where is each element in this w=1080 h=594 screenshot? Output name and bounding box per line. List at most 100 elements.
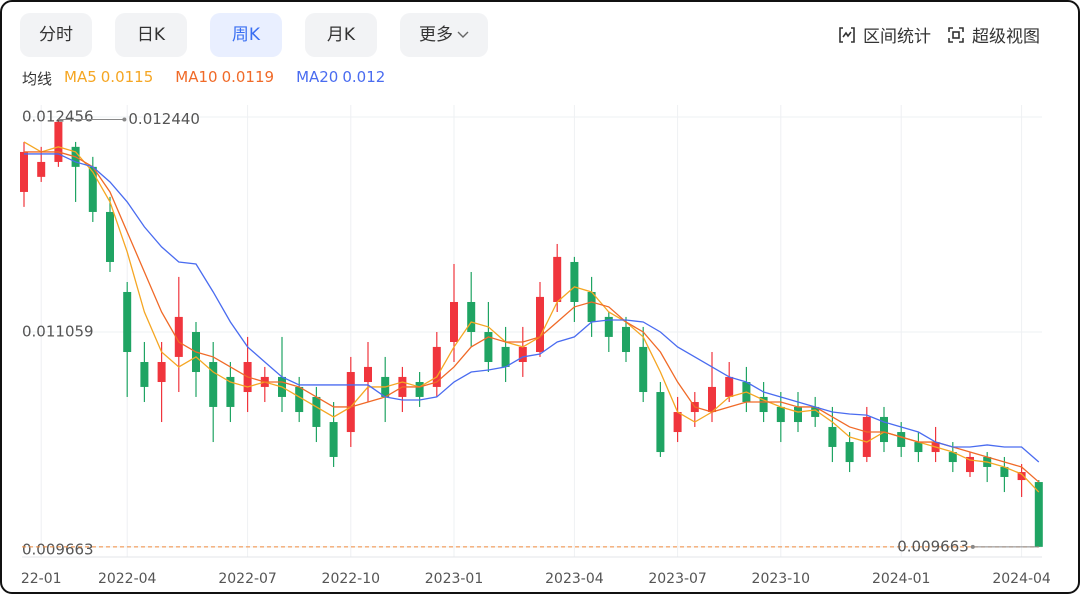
tab-label: 日K	[136, 25, 166, 45]
candle-body	[484, 332, 493, 363]
candle-body	[828, 426, 837, 447]
candle-body	[450, 301, 458, 343]
candle-body	[587, 291, 596, 322]
candle-body	[329, 422, 338, 457]
candle-body	[948, 452, 957, 463]
ma-line	[24, 153, 1040, 463]
candle-body	[776, 406, 785, 423]
candle-body	[725, 376, 734, 397]
period-tabs: 分时 日K 周K 月K 更多	[20, 13, 488, 57]
candle-body	[157, 362, 166, 383]
candle-body	[622, 326, 630, 353]
candle-body	[295, 386, 304, 413]
tool-label: 超级视图	[972, 27, 1040, 47]
legend: 均线 MA5 0.0115 MA10 0.0119 MA20 0.012	[22, 68, 407, 89]
range-icon	[839, 26, 855, 43]
chevron	[457, 31, 469, 38]
x-tick-label: 2023-01	[425, 571, 484, 587]
candle-body	[346, 372, 355, 433]
y-tick-label: 0.012456	[22, 108, 94, 126]
candle-body	[966, 456, 974, 473]
candle-body	[37, 161, 46, 177]
x-tick-label: 2023-04	[545, 571, 604, 587]
candle-body	[1017, 472, 1026, 481]
candle-body	[364, 366, 372, 383]
candle-body	[553, 256, 562, 302]
x-tick-label: 22-01	[21, 571, 62, 587]
candle-body	[20, 151, 28, 192]
ma-line	[24, 151, 1040, 483]
min-label: 0.009663	[897, 537, 969, 555]
ma-line	[23, 141, 1040, 493]
legend-item: MA20 0.012	[296, 68, 389, 89]
tab-label: 分时	[39, 25, 73, 45]
min-dot	[970, 544, 975, 549]
legend-item: MA5 0.0115	[64, 68, 157, 89]
candle-body	[1034, 482, 1043, 547]
period-tab[interactable]: 分时	[20, 13, 92, 57]
x-tick-label: 2023-07	[648, 571, 707, 587]
candle-body	[811, 406, 820, 417]
candle-body	[140, 362, 149, 387]
candle-body	[518, 346, 527, 363]
candle-body	[226, 376, 235, 407]
candle-body	[862, 416, 871, 457]
legend-name: MA20	[296, 68, 339, 86]
period-tab[interactable]: 更多	[400, 13, 488, 57]
legend-value: 0.0115	[100, 68, 154, 86]
x-tick-label: 2022-04	[98, 571, 157, 587]
candle-body	[708, 386, 716, 413]
period-tab[interactable]: 月K	[305, 13, 377, 57]
tab-label: 更多	[419, 25, 453, 45]
y-tick-label: 0.009663	[22, 540, 94, 558]
candle-body	[432, 346, 441, 387]
tab-label: 周K	[231, 25, 261, 45]
candle-body	[794, 406, 802, 423]
period-tab[interactable]: 日K	[115, 13, 187, 57]
y-tick-label: 0.011059	[22, 323, 94, 341]
candle-body	[312, 396, 321, 427]
tab-label: 月K	[326, 25, 356, 45]
x-tick-label: 2022-10	[322, 571, 381, 587]
candle-body	[914, 442, 923, 453]
candle-body	[106, 211, 114, 262]
candle-body	[123, 291, 132, 353]
legend-value: 0.012	[342, 68, 386, 86]
candle-body	[880, 416, 888, 443]
candle-body	[415, 382, 424, 397]
candle-body	[536, 296, 544, 353]
candle-body	[209, 362, 218, 407]
candle-body	[759, 396, 768, 413]
candle-body	[897, 432, 906, 447]
legend-name: MA5	[64, 68, 97, 86]
candle-body	[673, 412, 682, 433]
tool-label: 区间统计	[863, 27, 931, 47]
candle-body	[656, 392, 665, 453]
legend-item: MA10 0.0119	[175, 68, 278, 89]
super-view-button[interactable]: 超级视图	[947, 22, 1040, 47]
candle-body	[639, 346, 648, 393]
max-label: 0.012440	[128, 110, 200, 128]
candle-body	[570, 261, 579, 302]
legend-value: 0.0119	[221, 68, 275, 86]
candle-body	[54, 121, 63, 162]
candle-body	[174, 316, 183, 357]
candle-body	[1000, 466, 1009, 477]
legend-title: 均线	[22, 70, 53, 88]
candle-body	[88, 166, 97, 212]
range-stats-button[interactable]: 区间统计	[838, 22, 931, 47]
period-tab[interactable]: 周K	[210, 13, 282, 57]
candle-body	[845, 442, 854, 463]
x-tick-label: 2023-10	[752, 571, 811, 587]
view-icon	[948, 26, 964, 43]
candle-body	[604, 316, 613, 337]
x-tick-label: 2024-01	[872, 571, 931, 587]
x-tick-label: 2022-07	[218, 571, 277, 587]
tools: 区间统计 超级视图	[838, 22, 1040, 47]
candle-body	[501, 346, 510, 367]
max-dot	[122, 117, 127, 122]
x-tick-label: 2024-04	[992, 571, 1051, 587]
legend-name: MA10	[175, 68, 218, 86]
